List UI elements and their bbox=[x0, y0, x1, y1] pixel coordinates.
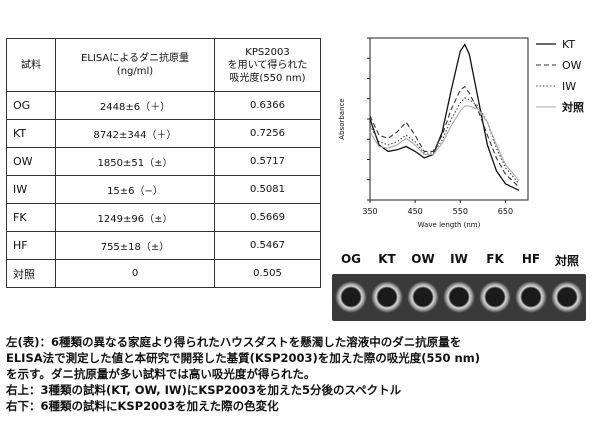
legend-label: IW bbox=[562, 80, 576, 93]
cell-absorbance: 0.5467 bbox=[214, 231, 321, 260]
x-tick-label: 650 bbox=[498, 207, 513, 216]
table-row: FK 1249±96（±） 0.5669 bbox=[6, 203, 321, 232]
cell-elisa: 1850±51（±） bbox=[55, 147, 215, 176]
caption-line-4: 右上：3種類の試料(KT, OW, IW)にKSP2003を加えた5分後のスペク… bbox=[6, 383, 402, 397]
header-abs-line2: を用いて得られた bbox=[227, 59, 308, 71]
caption-line-2: ELISA法で測定した値と本研究で開発した基質(KSP2003)を加えた際の吸光… bbox=[6, 351, 480, 365]
x-axis-label: Wave length (nm) bbox=[418, 221, 481, 229]
well bbox=[407, 281, 439, 313]
cell-elisa: 8742±344（＋） bbox=[55, 119, 215, 148]
series-line-2 bbox=[369, 85, 520, 188]
cell-sample: OG bbox=[6, 91, 56, 120]
table-body: OG 2448±6（＋） 0.6366 KT 8742±344（＋） 0.7256 OW 18… bbox=[6, 91, 321, 288]
well-label: 対照 bbox=[554, 254, 579, 268]
cell-sample: KT bbox=[6, 119, 56, 148]
cell-sample: FK bbox=[6, 203, 56, 232]
series-line-1 bbox=[369, 43, 520, 191]
cell-elisa: 15±6（−） bbox=[55, 175, 215, 204]
cell-absorbance: 0.6366 bbox=[214, 91, 321, 120]
cell-absorbance: 0.5081 bbox=[214, 175, 321, 204]
cell-elisa: 0 bbox=[55, 259, 215, 288]
cell-sample: 対照 bbox=[6, 259, 56, 288]
y-axis-label: Absorbance bbox=[338, 98, 346, 139]
cell-elisa: 2448±6（＋） bbox=[55, 91, 215, 120]
well-label: OW bbox=[411, 252, 435, 266]
table-row: HF 755±18（±） 0.5467 bbox=[6, 231, 321, 260]
cell-sample: OW bbox=[6, 147, 56, 176]
plot-frame bbox=[369, 37, 529, 201]
cell-sample: IW bbox=[6, 175, 56, 204]
header-elisa: ELISAによるダニ抗原量 (ng/ml) bbox=[55, 38, 215, 92]
caption-line-5: 右下：6種類の試料にKSP2003を加えた際の色変化 bbox=[6, 399, 279, 413]
x-tick-label: 450 bbox=[408, 207, 423, 216]
header-sample: 試料 bbox=[6, 38, 56, 92]
well-label: IW bbox=[450, 252, 468, 266]
caption-line-3: を示す。ダニ抗原量が多い試料では高い吸光度が得られた。 bbox=[6, 367, 316, 381]
table-row: 対照 0 0.505 bbox=[6, 259, 321, 288]
well bbox=[551, 281, 583, 313]
well-label: FK bbox=[486, 252, 504, 266]
cell-absorbance: 0.7256 bbox=[214, 119, 321, 148]
table-row: IW 15±6（−） 0.5081 bbox=[6, 175, 321, 204]
caption-line-1: 左(表)：6種類の異なる家庭より得られたハウスダストを懸濁した溶液中のダニ抗原量… bbox=[6, 335, 462, 349]
cell-elisa: 1249±96（±） bbox=[55, 203, 215, 232]
chart-axes: 350 450 550 650 Wave length (nm) Absorbance bbox=[338, 37, 529, 229]
header-abs-line3: 吸光度(550 nm) bbox=[229, 72, 306, 84]
well bbox=[443, 281, 475, 313]
well-label: HF bbox=[521, 252, 541, 266]
caption: 左(表)：6種類の異なる家庭より得られたハウスダストを懸濁した溶液中のダニ抗原量… bbox=[6, 334, 596, 414]
header-elisa-line1: ELISAによるダニ抗原量 bbox=[81, 53, 189, 64]
well-label: KT bbox=[378, 252, 396, 266]
legend-label: KT bbox=[562, 38, 575, 51]
header-elisa-line2: (ng/ml) bbox=[116, 66, 154, 77]
elisa-table: 試料 ELISAによるダニ抗原量 (ng/ml) KPS2003 を用いて得られ… bbox=[6, 38, 321, 288]
absorbance-spectrum-chart: 350 450 550 650 Wave length (nm) Absorbance K… bbox=[338, 37, 584, 229]
cell-sample: HF bbox=[6, 231, 56, 260]
well bbox=[335, 281, 367, 313]
well-plate-photo bbox=[332, 274, 586, 321]
header-absorbance: KPS2003 を用いて得られた 吸光度(550 nm) bbox=[214, 38, 321, 92]
series-line-4 bbox=[369, 105, 520, 181]
well bbox=[479, 281, 511, 313]
x-tick-label: 550 bbox=[453, 207, 468, 216]
table-row: OG 2448±6（＋） 0.6366 bbox=[6, 91, 321, 120]
chart-series bbox=[369, 43, 520, 191]
table-row: OW 1850±51（±） 0.5717 bbox=[6, 147, 321, 176]
legend-label: 対照 bbox=[561, 100, 584, 114]
well bbox=[371, 281, 403, 313]
cell-elisa: 755±18（±） bbox=[55, 231, 215, 260]
x-tick-label: 350 bbox=[362, 207, 377, 216]
legend-label: OW bbox=[562, 59, 582, 72]
cell-absorbance: 0.5717 bbox=[214, 147, 321, 176]
table-header-row: 試料 ELISAによるダニ抗原量 (ng/ml) KPS2003 を用いて得られ… bbox=[6, 38, 321, 92]
cell-absorbance: 0.505 bbox=[214, 259, 321, 288]
chart-legend: KT OW IW 対照 bbox=[536, 38, 584, 114]
table-row: KT 8742±344（＋） 0.7256 bbox=[6, 119, 321, 148]
header-abs-line1: KPS2003 bbox=[245, 46, 290, 58]
well bbox=[515, 281, 547, 313]
cell-absorbance: 0.5669 bbox=[214, 203, 321, 232]
well-label: OG bbox=[340, 252, 362, 266]
